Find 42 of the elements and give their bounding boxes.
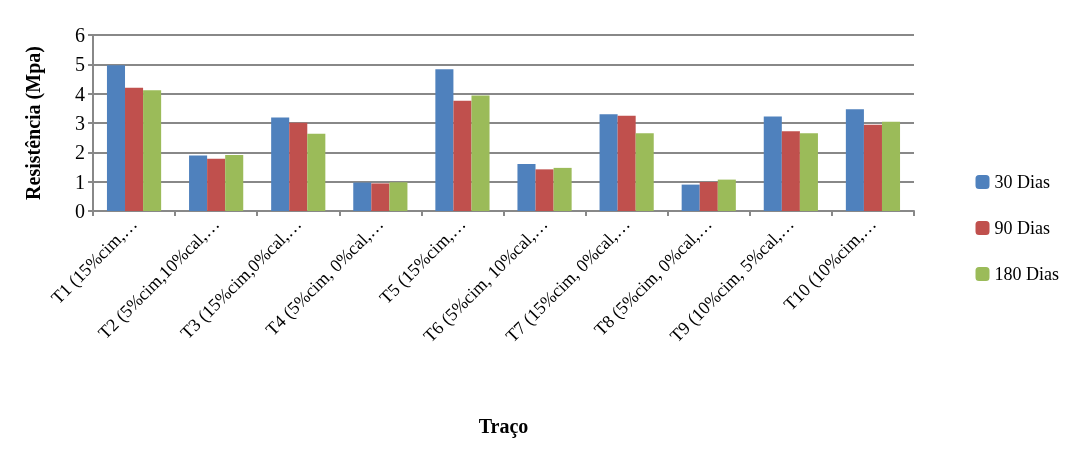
y-tick-label: 6 — [75, 24, 85, 46]
bar — [717, 179, 736, 211]
bar — [271, 117, 290, 211]
bar — [225, 154, 244, 211]
bar — [635, 133, 654, 211]
bar — [535, 169, 554, 211]
y-tick-label: 0 — [75, 200, 85, 222]
bar — [617, 115, 636, 211]
bar — [553, 167, 572, 211]
bar — [207, 158, 226, 211]
x-axis-title: Traço — [478, 415, 529, 438]
bar — [106, 65, 126, 211]
bar — [517, 164, 536, 211]
bar — [289, 122, 308, 211]
bar — [471, 95, 490, 211]
legend-label: 30 Dias — [994, 172, 1051, 192]
bar — [125, 87, 144, 211]
y-tick-label: 2 — [75, 141, 85, 164]
bar — [763, 116, 782, 211]
bar — [599, 114, 618, 211]
bar — [799, 133, 818, 211]
y-tick-label: 5 — [75, 53, 85, 76]
bar — [863, 124, 882, 211]
bar — [143, 90, 162, 211]
bar — [435, 69, 454, 211]
y-tick-label: 4 — [75, 82, 85, 105]
bar — [389, 182, 408, 211]
bar — [307, 133, 326, 211]
bar — [681, 184, 700, 211]
y-axis-title: Resistência (Mpa) — [22, 46, 45, 200]
bar — [781, 131, 800, 211]
legend-label: 90 Dias — [994, 218, 1051, 238]
bar — [189, 155, 208, 211]
bar — [353, 182, 372, 211]
y-tick-label: 3 — [75, 112, 85, 134]
legend-label: 180 Dias — [994, 264, 1060, 284]
bar — [371, 183, 390, 211]
bar — [699, 181, 718, 211]
bar — [881, 121, 901, 211]
bar — [845, 109, 864, 211]
y-tick-label: 1 — [75, 170, 85, 193]
bar — [453, 100, 472, 211]
